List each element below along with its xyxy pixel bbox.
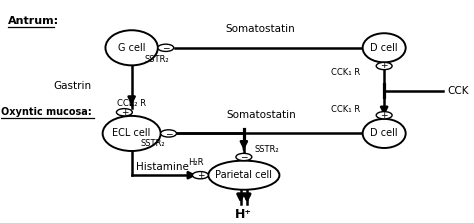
Ellipse shape	[105, 30, 158, 65]
Text: SSTR₂: SSTR₂	[140, 139, 165, 148]
Text: Parietal cell: Parietal cell	[215, 170, 273, 180]
Circle shape	[161, 130, 176, 137]
Text: SSTR₂: SSTR₂	[145, 55, 169, 64]
Text: Histamine: Histamine	[137, 162, 189, 172]
Ellipse shape	[363, 33, 406, 62]
Text: CCK₂ R: CCK₂ R	[117, 99, 146, 107]
Text: D cell: D cell	[370, 128, 398, 138]
Text: Somatostatin: Somatostatin	[227, 109, 297, 120]
Ellipse shape	[103, 116, 161, 151]
Text: −: −	[240, 153, 247, 161]
Circle shape	[192, 171, 209, 179]
Ellipse shape	[363, 119, 406, 148]
Text: +: +	[121, 108, 128, 117]
Text: +: +	[381, 111, 388, 120]
Circle shape	[158, 44, 174, 52]
Ellipse shape	[209, 161, 279, 190]
Text: −: −	[162, 43, 170, 52]
Text: Somatostatin: Somatostatin	[225, 24, 295, 34]
Circle shape	[376, 112, 392, 119]
Text: CCK₁ R: CCK₁ R	[331, 105, 360, 114]
Text: ECL cell: ECL cell	[112, 128, 151, 138]
Text: H₂R: H₂R	[188, 158, 204, 167]
Text: SSTR₂: SSTR₂	[254, 145, 279, 154]
Text: Gastrin: Gastrin	[54, 81, 92, 91]
Circle shape	[236, 153, 252, 161]
Circle shape	[376, 62, 392, 70]
Text: G cell: G cell	[118, 43, 146, 53]
Text: CCK: CCK	[447, 86, 469, 96]
Circle shape	[117, 109, 132, 116]
Text: −: −	[165, 129, 173, 138]
Text: Oxyntic mucosa:: Oxyntic mucosa:	[0, 107, 91, 117]
Text: +: +	[381, 62, 388, 70]
Text: H⁺: H⁺	[236, 208, 252, 221]
Text: +: +	[197, 171, 204, 180]
Text: Antrum:: Antrum:	[8, 16, 59, 26]
Text: D cell: D cell	[370, 43, 398, 53]
Text: CCK₁ R: CCK₁ R	[331, 68, 360, 77]
